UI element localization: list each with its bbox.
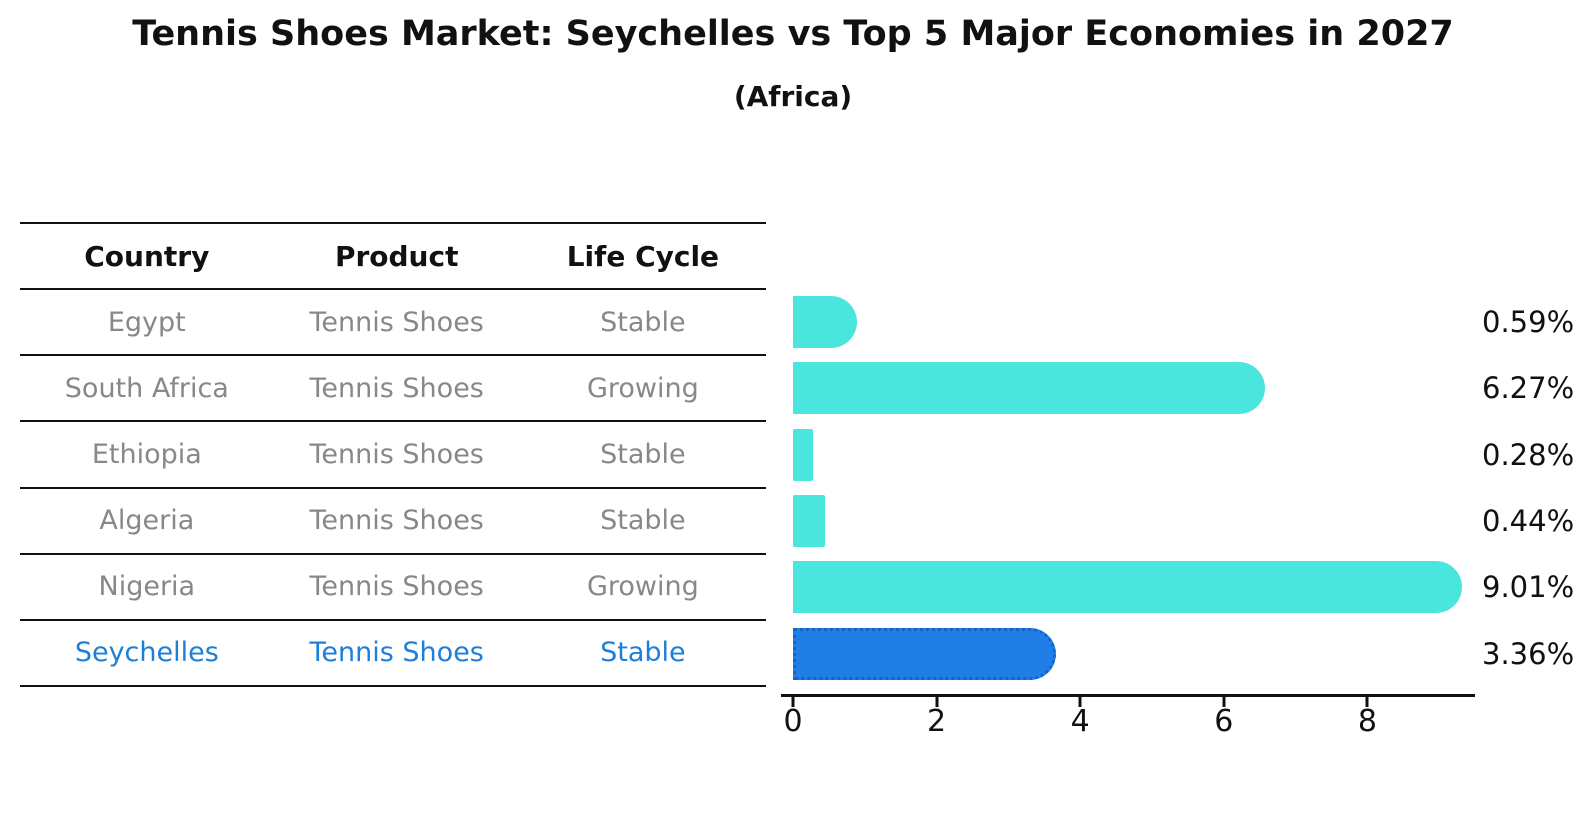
table-row: Egypt Tennis Shoes Stable [20,290,766,357]
header-cell-product: Product [334,239,459,273]
cell-country: Seychelles [74,637,219,669]
x-axis-tick [1078,697,1082,707]
page-subtitle: (Africa) [733,80,853,113]
table-row: Algeria Tennis Shoes Stable [20,489,766,555]
cell-product: Tennis Shoes [309,438,484,470]
cell-product: Tennis Shoes [309,306,484,338]
table-row: Nigeria Tennis Shoes Growing [20,555,766,621]
bar-value-label: 0.44% [1482,503,1575,538]
x-axis-tick [791,697,795,707]
cell-country: Ethiopia [91,438,202,470]
cell-life-cycle: Growing [586,372,699,404]
bar-value-label: 3.36% [1482,636,1575,671]
bar-south-africa [793,362,1266,415]
bar-nigeria [793,561,1462,614]
header-cell-life-cycle: Life Cycle [566,239,720,273]
cell-country: Egypt [107,306,186,338]
cell-life-cycle: Growing [586,571,699,603]
x-axis-tick-label: 8 [1357,704,1377,739]
cell-life-cycle: Stable [600,637,686,669]
x-axis-tick-label: 0 [783,704,803,739]
bar-seychelles [793,627,1057,680]
bar-egypt [793,296,858,348]
cell-life-cycle: Stable [600,505,686,537]
x-axis-tick [935,697,939,707]
cell-country: Algeria [99,505,195,537]
data-table: Country Product Life Cycle Egypt Tennis Shoe… [20,222,766,687]
bar-ethiopia [793,428,814,481]
bar-algeria [793,494,825,547]
table-row: Seychelles Tennis Shoes Stable [20,621,766,687]
x-axis-tick [1365,697,1369,707]
cell-life-cycle: Stable [600,438,686,470]
x-axis-tick-label: 4 [1070,704,1090,739]
cell-product: Tennis Shoes [309,505,484,537]
header-cell-country: Country [84,239,210,273]
cell-product: Tennis Shoes [309,571,484,603]
cell-life-cycle: Stable [600,306,686,338]
x-axis-tick [1222,697,1226,707]
cell-product: Tennis Shoes [309,372,484,404]
x-axis-tick-label: 2 [927,704,947,739]
cell-product: Tennis Shoes [309,637,484,669]
cell-country: Nigeria [98,571,196,603]
bar-value-label: 0.59% [1482,305,1575,339]
x-axis-tick-label: 6 [1214,704,1234,739]
x-axis-line [781,694,1475,697]
table-row: South Africa Tennis Shoes Growing [20,356,766,423]
bar-value-label: 0.28% [1482,437,1575,472]
bar-value-label: 6.27% [1482,371,1575,406]
table-row: Ethiopia Tennis Shoes Stable [20,422,766,489]
bar-value-label: 9.01% [1482,570,1575,605]
page-title: Tennis Shoes Market: Seychelles vs Top 5… [132,14,1454,54]
cell-country: South Africa [64,372,229,404]
table-header-row: Country Product Life Cycle [20,224,766,291]
